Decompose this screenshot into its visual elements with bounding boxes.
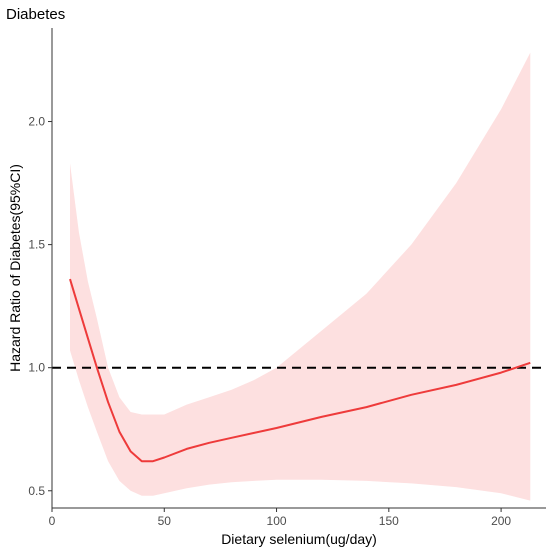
x-tick-label: 150 xyxy=(379,514,399,528)
y-axis-title: Hazard Ratio of Diabetes(95%CI) xyxy=(7,164,23,372)
x-tick-label: 0 xyxy=(49,514,56,528)
y-axis-ticks: 0.5 1.0 1.5 2.0 xyxy=(28,115,52,498)
y-tick-label: 2.0 xyxy=(28,115,45,129)
x-axis-ticks: 0 50 100 150 200 xyxy=(49,508,511,528)
hazard-ratio-line xyxy=(69,278,531,463)
x-tick-label: 100 xyxy=(267,514,287,528)
y-tick-label: 1.5 xyxy=(28,238,45,252)
x-tick-label: 50 xyxy=(158,514,172,528)
x-tick-label: 200 xyxy=(491,514,511,528)
y-tick-label: 1.0 xyxy=(28,361,45,375)
y-tick-label: 0.5 xyxy=(28,484,45,498)
x-axis-title: Dietary selenium(ug/day) xyxy=(221,531,377,547)
chart-title: Diabetes xyxy=(6,6,65,23)
plot-area xyxy=(52,52,546,501)
confidence-band xyxy=(70,52,531,501)
